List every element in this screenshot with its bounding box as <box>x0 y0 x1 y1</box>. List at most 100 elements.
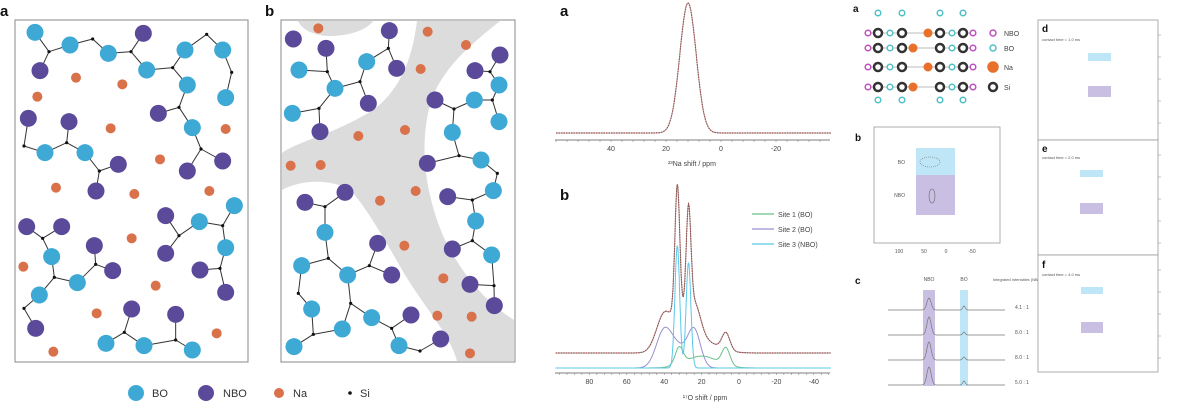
na-atom <box>32 91 43 102</box>
si-atom <box>872 42 884 54</box>
si-atom <box>386 46 390 50</box>
tick-label: 80 <box>586 379 594 386</box>
bo-atom <box>43 248 61 266</box>
si-atom <box>470 198 474 202</box>
nbo-atom <box>426 91 444 109</box>
tick-label: -40 <box>809 379 819 386</box>
si-atom <box>97 169 101 173</box>
panel-label: d <box>1042 24 1048 35</box>
atom-legend: BO NBO Na Si <box>128 385 370 401</box>
nbo-atom <box>18 218 36 236</box>
nbo-atom <box>109 155 127 173</box>
panel-label: f <box>1042 260 1046 271</box>
si-atom <box>325 70 329 74</box>
si-atom <box>52 275 56 279</box>
bo-atom <box>898 96 906 104</box>
na-atom <box>908 43 918 53</box>
nbo-atom <box>157 207 175 225</box>
nbo-atom <box>284 30 302 48</box>
caption: contact time = 4.0 ms <box>1042 272 1080 277</box>
bo-atom <box>490 113 508 131</box>
experimental-spectrum <box>555 184 831 354</box>
si-atom <box>934 27 946 39</box>
bo-atom <box>303 300 321 318</box>
na-atom <box>18 261 29 272</box>
plot-frame <box>1037 139 1159 256</box>
nbo-atom <box>969 44 977 52</box>
nbo-atom <box>296 193 314 211</box>
si-atom <box>47 50 51 54</box>
si-atom <box>957 61 969 73</box>
nbo-atom <box>217 283 235 301</box>
bo-atom <box>316 223 334 241</box>
bo-atom <box>465 91 483 109</box>
bo-atom <box>135 337 153 355</box>
si-atom <box>326 256 330 260</box>
nbo-atom <box>864 29 872 37</box>
series <box>556 2 831 134</box>
bo-atom <box>390 337 408 355</box>
atoms <box>18 23 243 359</box>
fit-line <box>556 2 831 134</box>
na-atom <box>51 182 61 193</box>
na-atom <box>422 26 433 37</box>
bo-atom <box>99 44 117 62</box>
panel-f: f contact time = 4.0 ms <box>1037 254 1159 373</box>
structure-panel-b: b <box>265 3 516 363</box>
na-atom <box>438 273 449 284</box>
legend: Site 1 (BO) Site 2 (BO) Site 3 (NBO) <box>752 212 818 249</box>
nbo-atom <box>191 261 209 279</box>
spectrum-trace <box>888 297 1005 311</box>
legend-label: Site 2 (BO) <box>778 227 813 234</box>
si-atom <box>957 27 969 39</box>
ratio: 4.1 : 1 <box>1015 305 1029 311</box>
legend-label: BO <box>1004 46 1015 53</box>
legend-label: Na <box>1004 65 1013 72</box>
na-atom <box>923 28 933 38</box>
nbo-atom <box>388 59 406 77</box>
nbo-atom <box>123 300 141 318</box>
nbo-atom <box>157 244 175 262</box>
tick-label: -20 <box>771 146 781 153</box>
bo-atom <box>183 119 201 137</box>
nbo-atom <box>443 240 461 258</box>
si-atom <box>934 61 946 73</box>
na-atom <box>117 79 128 90</box>
ratio: 8.0 : 1 <box>1015 355 1029 361</box>
nbo-atom <box>31 62 49 80</box>
legend-label: Si <box>360 388 370 400</box>
si-atom <box>358 80 362 84</box>
bo-atom <box>936 96 944 104</box>
bo-atom <box>61 36 79 54</box>
nbo-atom <box>53 218 71 236</box>
nbo-band <box>923 290 935 386</box>
si-atom <box>22 306 26 310</box>
si-atom <box>872 81 884 93</box>
bo-atom <box>358 53 376 71</box>
tick-label: 100 <box>895 249 904 255</box>
tick-label: 0 <box>719 146 723 153</box>
nbo-atom <box>485 297 503 315</box>
bo-atom <box>948 44 956 52</box>
si-atom <box>896 81 908 93</box>
legend-label: Na <box>293 388 308 400</box>
bo-atom <box>874 96 882 104</box>
nbo-atom <box>87 182 105 200</box>
lattice-panel: a NBO BO Na Si <box>853 4 1020 104</box>
nbo-atom <box>864 44 872 52</box>
na-atom <box>415 64 426 74</box>
panel-label: b <box>560 187 569 204</box>
bo-atom <box>467 212 485 230</box>
si-atom <box>323 205 327 209</box>
nbo-region <box>1081 322 1103 333</box>
panel-label: e <box>1042 144 1048 155</box>
nbo-atom <box>214 152 232 170</box>
na-atom <box>126 233 137 244</box>
bo-region <box>1080 170 1103 177</box>
bo-atom <box>178 76 196 94</box>
na-atom <box>410 186 421 196</box>
si-atom <box>390 326 394 330</box>
na-atom <box>375 195 385 206</box>
nbo-region <box>1080 203 1103 214</box>
